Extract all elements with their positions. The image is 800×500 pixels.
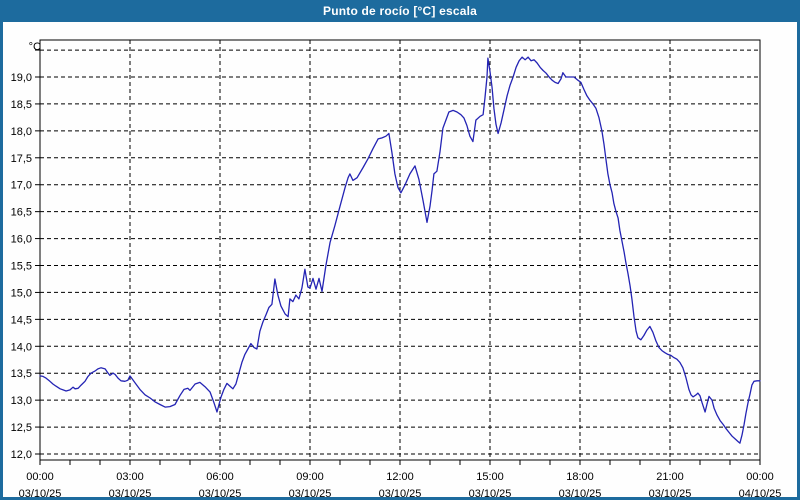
x-date-label: 04/10/25	[739, 488, 782, 497]
x-date-label: 03/10/25	[109, 488, 152, 497]
x-time-label: 06:00	[206, 471, 234, 483]
y-tick-label: 15,0	[11, 287, 32, 299]
x-date-label: 03/10/25	[289, 488, 332, 497]
x-date-label: 03/10/25	[19, 488, 62, 497]
y-tick-label: 18,0	[11, 126, 32, 138]
x-time-label: 00:00	[26, 471, 54, 483]
x-time-label: 15:00	[476, 471, 504, 483]
chart-title: Punto de rocío [°C] escala	[322, 4, 478, 18]
x-time-label: 09:00	[296, 471, 324, 483]
dewpoint-chart: 19,0 18,5 18,0 17,5 17,0 16,5 16,0 15,5 15,0 14,5…	[11, 39, 782, 497]
x-time-label: 12:00	[386, 471, 414, 483]
x-date-label: 03/10/25	[469, 488, 512, 497]
y-tick-label: 12,0	[11, 449, 32, 461]
y-tick-label: 16,5	[11, 207, 32, 219]
y-tick-label: 16,0	[11, 234, 32, 246]
x-date-label: 03/10/25	[199, 488, 242, 497]
y-tick-label: 14,0	[11, 341, 32, 353]
y-tick-label: 18,5	[11, 99, 32, 111]
unit-label: °C	[29, 41, 41, 53]
y-tick-label: 17,5	[11, 153, 32, 165]
y-tick-label: 19,0	[11, 72, 32, 84]
y-tick-label: 13,0	[11, 395, 32, 407]
y-tick-label: 12,5	[11, 422, 32, 434]
x-time-label: 21:00	[656, 471, 684, 483]
y-tick-label: 13,5	[11, 368, 32, 380]
y-tick-label: 14,5	[11, 314, 32, 326]
x-date-label: 03/10/25	[379, 488, 422, 497]
plot-frame	[39, 39, 761, 461]
x-time-label: 03:00	[116, 471, 144, 483]
x-date-label: 03/10/25	[649, 488, 692, 497]
data-line	[39, 56, 761, 444]
y-tick-label: 15,5	[11, 260, 32, 272]
x-date-label: 03/10/25	[559, 488, 602, 497]
x-time-label: 00:00	[746, 471, 774, 483]
chart-area: 19,0 18,5 18,0 17,5 17,0 16,5 16,0 15,5 15,0 14,5…	[3, 22, 797, 497]
x-time-label: 18:00	[566, 471, 594, 483]
title-bar: Punto de rocío [°C] escala	[3, 0, 797, 22]
y-tick-label: 17,0	[11, 180, 32, 192]
